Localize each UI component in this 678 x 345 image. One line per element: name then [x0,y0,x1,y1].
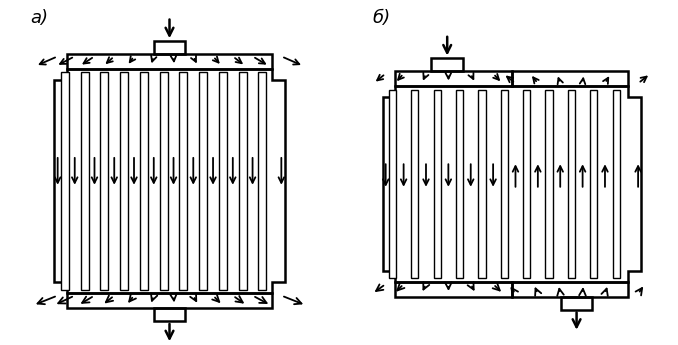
Polygon shape [567,90,575,278]
Polygon shape [120,72,128,290]
Polygon shape [100,72,108,290]
Polygon shape [456,90,463,278]
Polygon shape [523,90,530,278]
Text: б): б) [372,9,391,27]
Polygon shape [159,72,167,290]
Polygon shape [140,72,148,290]
Polygon shape [219,72,227,290]
Polygon shape [479,90,485,278]
Polygon shape [61,72,69,290]
Polygon shape [389,90,396,278]
Polygon shape [590,90,597,278]
Polygon shape [412,90,418,278]
Polygon shape [199,72,207,290]
Polygon shape [545,90,553,278]
Polygon shape [239,72,247,290]
Polygon shape [258,72,266,290]
Polygon shape [434,90,441,278]
Polygon shape [501,90,508,278]
Polygon shape [612,90,620,278]
Text: a): a) [30,9,48,27]
Polygon shape [180,72,187,290]
Polygon shape [81,72,89,290]
